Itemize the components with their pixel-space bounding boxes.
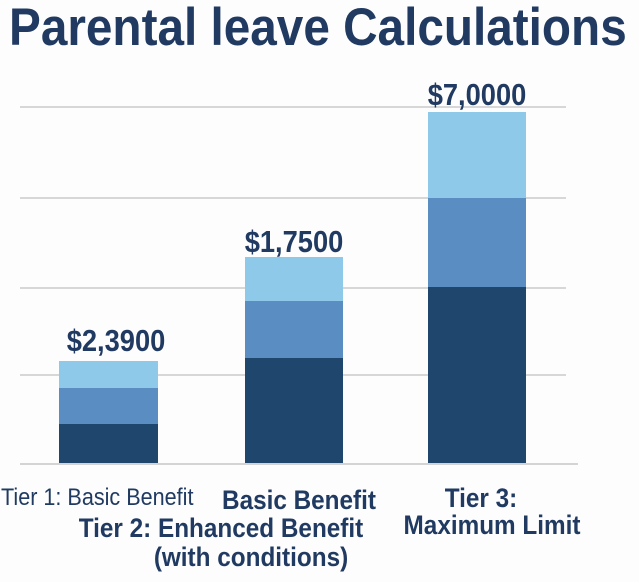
dark-navy-bottom-segment [59, 424, 158, 463]
x-label-tier1: Tier 1: Basic Benefit [1, 484, 194, 511]
stacked-bar-tier-2 [245, 257, 343, 463]
stacked-bar-tier-3 [428, 112, 526, 463]
medium-blue-middle-segment [59, 388, 158, 424]
bar-value-label-tier2: $1,7500 [244, 224, 344, 259]
dark-navy-bottom-segment [245, 358, 343, 463]
medium-blue-middle-segment [428, 198, 526, 287]
x-label-tier3: Tier 3: [444, 483, 518, 513]
x-axis-baseline [20, 463, 578, 465]
x-label-tier2: Tier 2: Enhanced Benefit [78, 513, 364, 543]
gridline [20, 197, 566, 199]
bar-value-label-tier1: $2,3900 [66, 323, 166, 358]
stacked-bar-tier-1 [59, 361, 158, 463]
medium-blue-middle-segment [245, 301, 343, 358]
x-label-basic-benefit: Basic Benefit [222, 485, 376, 515]
dark-navy-bottom-segment [428, 287, 526, 463]
x-label-tier3-maximum: Maximum Limit [403, 510, 581, 540]
light-blue-top-segment [59, 361, 158, 388]
x-label-tier2-conditions: (with conditions) [153, 542, 349, 572]
chart-title: Parental leave Calculations [9, 0, 627, 57]
gridline [20, 106, 566, 108]
bar-value-label-tier3: $7,0000 [427, 77, 527, 112]
light-blue-top-segment [428, 112, 526, 198]
light-blue-top-segment [245, 257, 343, 301]
